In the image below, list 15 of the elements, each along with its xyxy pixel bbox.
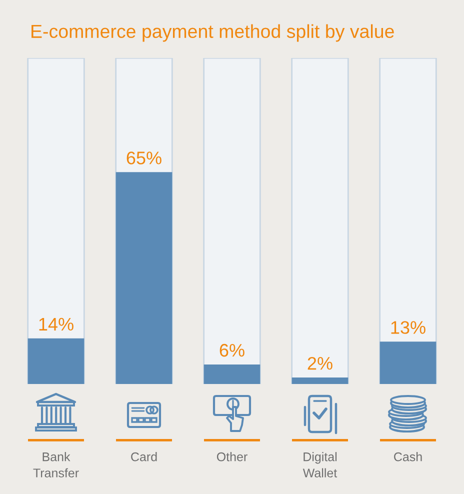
x-tick-label: Digital Wallet [302,452,338,478]
chart-title: E-commerce payment method split by value [32,24,394,42]
data-label: 65% [126,152,162,164]
data-label: 13% [391,321,426,334]
data-label: 14% [39,318,74,331]
bar [380,342,436,384]
bar [28,338,84,384]
data-label: 2% [308,356,332,370]
x-tick-label: Bank Transfer [33,452,79,478]
bar [292,377,348,384]
data-label: 6% [220,344,244,357]
x-tick-label: Cash [394,452,422,462]
x-tick-label: Other [216,452,248,462]
bar [204,364,260,384]
x-tick-label: Card [131,452,157,462]
